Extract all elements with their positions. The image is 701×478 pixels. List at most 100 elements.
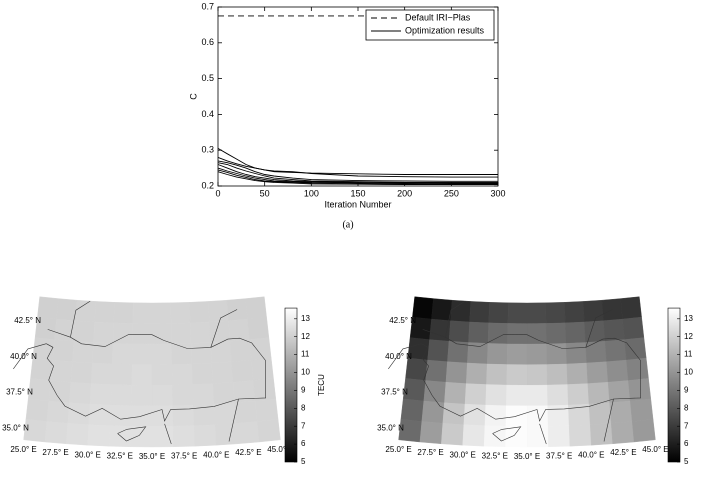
map-cell <box>587 381 610 405</box>
x-tick-label: 250 <box>444 188 459 198</box>
map-cell <box>132 302 153 324</box>
map-cell <box>603 318 625 342</box>
map-cell <box>620 296 642 320</box>
map-cell <box>526 343 548 365</box>
y-tick-label: 0.2 <box>201 180 214 190</box>
colorbar <box>667 307 681 463</box>
lat-label: 42.5° N <box>14 316 41 325</box>
map-cell <box>485 384 507 406</box>
map-cell <box>425 359 448 383</box>
lon-label: 40.0° E <box>578 450 604 459</box>
colorbar-tick-label: 6 <box>301 439 306 448</box>
colorbar-tick-label: 5 <box>684 457 689 466</box>
lat-label: 37.5° N <box>381 388 408 397</box>
map-cell <box>464 383 487 406</box>
map-cell <box>231 359 254 383</box>
map-cell <box>610 421 635 445</box>
map-cell <box>111 343 133 365</box>
border <box>70 300 91 338</box>
colorbar-tick-label: 8 <box>301 403 306 412</box>
map-cell <box>405 357 428 381</box>
y-tick-label: 0.4 <box>201 109 214 119</box>
lat-label: 35.0° N <box>377 423 404 432</box>
map-cell <box>547 384 569 406</box>
legend-box <box>365 9 495 41</box>
lon-label: 35.0° E <box>139 452 165 461</box>
map-cell <box>429 318 451 342</box>
map-cell <box>113 302 134 324</box>
map-cell <box>565 342 587 365</box>
map-cell <box>586 361 609 384</box>
colorbar-tick-label: 5 <box>301 457 306 466</box>
colorbar-tick-label: 8 <box>684 403 689 412</box>
map-cell <box>247 316 270 340</box>
map-cell <box>526 405 549 427</box>
x-tick-label: 200 <box>397 188 412 198</box>
map-cell <box>441 423 465 446</box>
lon-label: 40.0° E <box>203 450 229 459</box>
map-cell <box>628 378 652 402</box>
lon-label: 32.5° E <box>107 452 133 461</box>
caption: (a) <box>342 219 353 230</box>
map-cell <box>604 339 627 362</box>
lon-label: 27.5° E <box>417 448 443 457</box>
map-cell <box>131 343 153 365</box>
map-cell <box>588 402 612 425</box>
map-cell <box>547 404 570 427</box>
map-cell <box>545 302 566 324</box>
border <box>13 343 47 370</box>
map-cell <box>565 321 586 344</box>
map-cell <box>447 340 469 364</box>
map-cell <box>468 321 489 344</box>
legend-label: Default IRI−Plas <box>405 12 471 22</box>
run-line <box>217 156 498 178</box>
x-tick-label: 0 <box>215 188 220 198</box>
map-cell <box>421 400 445 424</box>
run-line <box>217 167 498 185</box>
map-cell <box>229 339 252 362</box>
map-cell <box>132 323 153 345</box>
map-cell <box>601 298 623 321</box>
map-cell <box>486 363 508 386</box>
map-cell <box>131 384 153 407</box>
map-cell <box>427 339 450 362</box>
map-cell <box>631 419 656 443</box>
map-cell <box>566 362 589 385</box>
colorbar-tick-label: 10 <box>301 368 310 377</box>
map-cell <box>444 381 467 405</box>
lon-label: 37.5° E <box>171 452 197 461</box>
map-cell <box>463 403 486 426</box>
x-tick-label: 150 <box>350 188 365 198</box>
y-tick-label: 0.6 <box>201 37 214 47</box>
map-cell <box>209 320 231 343</box>
colorbar-label: TECU <box>317 374 326 396</box>
map-cell <box>488 302 509 324</box>
lat-label: 42.5° N <box>389 316 416 325</box>
map-cell <box>629 398 654 422</box>
colorbar-tick-label: 13 <box>301 314 310 323</box>
map-cell <box>450 299 472 323</box>
border <box>388 343 422 370</box>
map-cell <box>235 421 260 445</box>
lon-label: 45.0° E <box>267 445 293 454</box>
colorbar-tick-label: 11 <box>301 350 310 359</box>
map-cell <box>419 421 444 445</box>
colorbar-tick-label: 12 <box>684 332 693 341</box>
map-cell <box>624 337 647 361</box>
map-cell <box>584 320 606 343</box>
lon-label: 35.0° E <box>514 452 540 461</box>
map-cell <box>172 425 196 448</box>
lon-label: 25.0° E <box>10 445 36 454</box>
map-cell <box>506 343 528 365</box>
map-cell <box>190 342 212 365</box>
colorbar-tick-label: 11 <box>684 350 693 359</box>
map-cell <box>94 301 115 324</box>
map-cell <box>253 378 277 402</box>
map-cell <box>172 404 195 427</box>
colorbar-tick-label: 9 <box>684 386 689 395</box>
map-cell <box>506 384 528 407</box>
colorbar-tick-label: 7 <box>301 421 306 430</box>
map-cell <box>505 425 528 448</box>
coastline <box>46 329 267 422</box>
run-line <box>217 160 498 182</box>
